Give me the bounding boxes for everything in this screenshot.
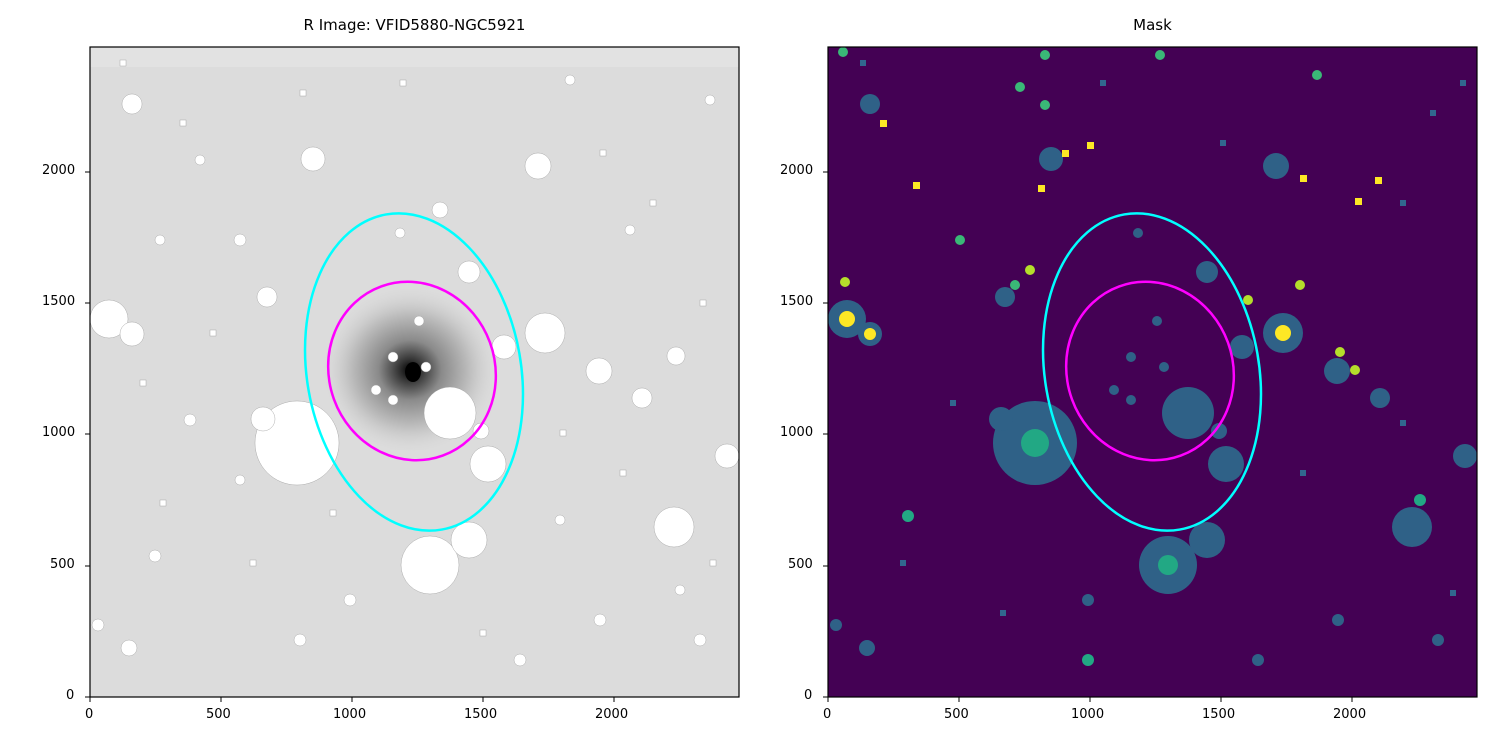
- left-ytick-0: 0: [66, 688, 75, 703]
- right-axes-frame: [827, 46, 1478, 698]
- left-ytick-1000: 1000: [42, 425, 76, 440]
- left-ytick-1500: 1500: [42, 294, 76, 309]
- left-xtick-1000: 1000: [333, 707, 367, 722]
- outer-ellipse: [303, 212, 525, 532]
- left-xtick-1500: 1500: [464, 707, 498, 722]
- left-plot-title: R Image: VFID5880-NGC5921: [303, 16, 526, 34]
- inner-ellipse-mask: [1064, 280, 1236, 462]
- right-plot-title: Mask: [1133, 16, 1172, 34]
- left-xtick-0: 0: [85, 707, 94, 722]
- right-ytick-500: 500: [788, 557, 813, 572]
- right-xtick-500: 500: [944, 707, 969, 722]
- outer-ellipse-mask: [1041, 212, 1263, 532]
- right-ytick-1500: 1500: [780, 294, 814, 309]
- right-ytick-2000: 2000: [780, 163, 814, 178]
- right-xtick-2000: 2000: [1333, 707, 1367, 722]
- masked-stars: [90, 74, 739, 667]
- right-ytick-1000: 1000: [780, 425, 814, 440]
- right-xtick-1000: 1000: [1071, 707, 1105, 722]
- right-xtick-0: 0: [823, 707, 832, 722]
- right-ytick-0: 0: [804, 688, 813, 703]
- left-xtick-500: 500: [206, 707, 231, 722]
- left-ytick-500: 500: [50, 557, 75, 572]
- left-ytick-2000: 2000: [42, 163, 76, 178]
- left-xtick-2000: 2000: [595, 707, 629, 722]
- inner-ellipse: [326, 280, 498, 462]
- r-image-panel: [90, 47, 739, 697]
- mask-panel: [828, 47, 1477, 697]
- left-axes-frame: [89, 46, 740, 698]
- right-xtick-1500: 1500: [1202, 707, 1236, 722]
